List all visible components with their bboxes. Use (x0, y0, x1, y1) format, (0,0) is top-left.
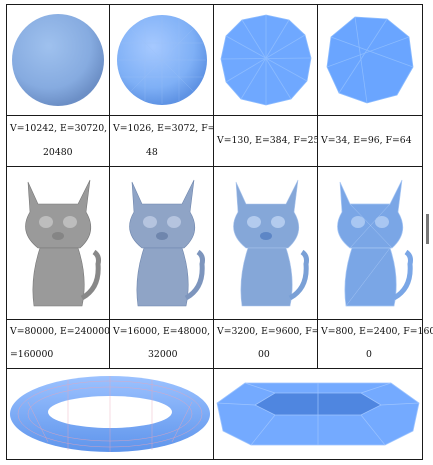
torus-cell-2 (213, 368, 423, 460)
sphere-fine-mesh-icon (116, 15, 207, 105)
caption-cell: V=1026, E=3072, F=20 48 (109, 115, 227, 167)
caption-cell: V=80000, E=240000, F =160000 (6, 319, 122, 369)
cat-cell-1 (6, 166, 110, 320)
caption-cell: V=16000, E=48000, F= 32000 (109, 319, 227, 369)
caption-line: 32000 (148, 349, 178, 360)
sphere-cell-3 (213, 4, 318, 116)
caption-line: =160000 (10, 349, 54, 360)
sphere-cell-4 (317, 4, 423, 116)
caption-line: V=80000, E=240000, F (10, 326, 123, 337)
cat-cell-4 (317, 166, 423, 320)
cat-cell-2 (109, 166, 214, 320)
caption-line: V=34, E=96, F=64 (321, 135, 412, 146)
caption-line: V=1026, E=3072, F=20 (113, 123, 228, 134)
sphere-coarse-mesh-icon (326, 16, 414, 104)
caption-cell: V=130, E=384, F=256 (213, 115, 325, 167)
cat-fine-mesh-icon (128, 179, 205, 307)
sphere-medium-mesh-icon (220, 14, 311, 106)
caption-cell: V=10242, E=30720, F= 20480 (6, 115, 124, 167)
cat-smooth-icon (25, 179, 101, 307)
caption-line: 48 (146, 147, 158, 158)
caption-line: V=800, E=2400, F=160 (321, 326, 433, 337)
scroll-handle[interactable] (426, 214, 429, 244)
cat-coarse-mesh-icon (337, 179, 413, 307)
caption-line: V=10242, E=30720, F= (10, 123, 125, 134)
caption-cell: V=800, E=2400, F=160 0 (317, 319, 433, 369)
sphere-smooth-icon (12, 14, 104, 106)
caption-cell: V=3200, E=9600, F=64 00 (213, 319, 331, 369)
cat-cell-3 (213, 166, 318, 320)
torus-coarse-mesh-icon (216, 382, 420, 446)
caption-line: 00 (258, 349, 270, 360)
caption-line: V=3200, E=9600, F=64 (217, 326, 332, 337)
sphere-cell-1 (6, 4, 110, 116)
cat-medium-mesh-icon (232, 179, 309, 307)
torus-cell-1 (6, 368, 214, 460)
caption-line: 20480 (43, 147, 73, 158)
sphere-cell-2 (109, 4, 214, 116)
torus-fine-mesh-icon (10, 376, 210, 452)
caption-line: 0 (366, 349, 372, 360)
caption-cell: V=34, E=96, F=64 (317, 115, 423, 167)
caption-line: V=130, E=384, F=256 (217, 135, 326, 146)
caption-line: V=16000, E=48000, F= (113, 326, 228, 337)
